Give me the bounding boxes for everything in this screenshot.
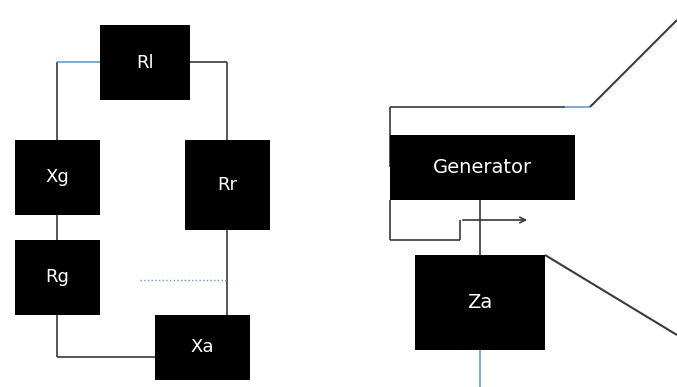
FancyBboxPatch shape [155, 315, 250, 380]
Text: Rg: Rg [45, 269, 70, 286]
Text: Generator: Generator [433, 158, 532, 177]
FancyBboxPatch shape [415, 255, 545, 350]
Text: Rl: Rl [136, 53, 154, 72]
FancyBboxPatch shape [390, 135, 575, 200]
Text: Rr: Rr [217, 176, 238, 194]
FancyBboxPatch shape [100, 25, 190, 100]
FancyBboxPatch shape [185, 140, 270, 230]
Text: Xg: Xg [45, 168, 69, 187]
Text: Za: Za [467, 293, 493, 312]
Text: Xa: Xa [191, 339, 214, 356]
FancyBboxPatch shape [15, 140, 100, 215]
FancyBboxPatch shape [15, 240, 100, 315]
